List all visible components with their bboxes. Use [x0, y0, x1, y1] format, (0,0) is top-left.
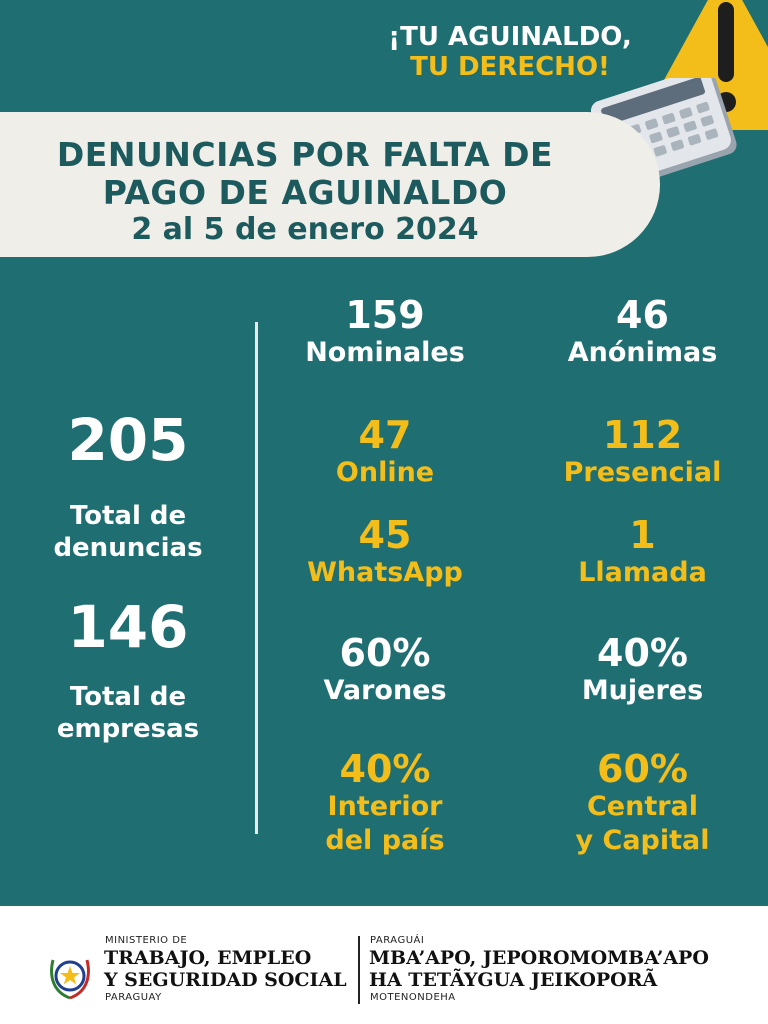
- ministerio-country: PARAGUAY: [105, 992, 162, 1003]
- stat-online: 47 Online: [270, 414, 500, 490]
- title-date: 2 al 5 de enero 2024: [131, 212, 479, 247]
- stat-label: Mujeres: [581, 675, 704, 706]
- stat-label-2: y Capital: [575, 825, 710, 856]
- stat-interior: 40% Interior del país: [270, 748, 500, 858]
- total-denuncias: 205 Total de denuncias: [0, 408, 256, 564]
- stat-value: 60%: [339, 631, 431, 675]
- stat-varones: 60% Varones: [270, 632, 500, 708]
- stat-label-1: Central: [586, 791, 699, 822]
- total-empresas-label-2: empresas: [56, 714, 200, 744]
- total-denuncias-label-1: Total de: [69, 501, 187, 531]
- column-divider: [255, 322, 258, 834]
- stat-label-2: del país: [325, 825, 445, 856]
- page-title: DENUNCIAS POR FALTA DE PAGO DE AGUINALDO…: [0, 136, 610, 248]
- slogan-line-1: ¡TU AGUINALDO,: [388, 22, 632, 52]
- stat-label: WhatsApp: [307, 557, 463, 588]
- title-band: [0, 112, 660, 257]
- stat-whatsapp: 45 WhatsApp: [270, 514, 500, 590]
- stat-central: 60% Central y Capital: [520, 748, 765, 858]
- stat-mujeres: 40% Mujeres: [520, 632, 765, 708]
- stat-label: Presencial: [563, 457, 722, 488]
- stat-label: Nominales: [305, 337, 465, 368]
- ministerio-line-2: Y SEGURIDAD SOCIAL: [104, 969, 347, 991]
- paraguay-seal-icon: [50, 959, 90, 1000]
- stat-label-1: Interior: [327, 791, 443, 822]
- stat-nominales: 159 Nominales: [270, 294, 500, 370]
- stat-value: 112: [602, 413, 683, 457]
- guarani-bottom: MOTENONDEHA: [370, 992, 456, 1003]
- stat-value: 46: [616, 293, 669, 337]
- stat-anonimas: 46 Anónimas: [520, 294, 765, 370]
- guarani-line-1: MBA’APO, JEPOROMOMBA’APO: [369, 947, 709, 969]
- stat-label: Online: [335, 457, 435, 488]
- stat-label: Varones: [323, 675, 447, 706]
- ministerio-line-1: TRABAJO, EMPLEO: [104, 947, 312, 969]
- stat-label: Llamada: [578, 557, 707, 588]
- stat-value: 60%: [597, 747, 688, 791]
- stat-value: 1: [629, 513, 656, 557]
- guarani-line-2: HA TETÃYGUA JEIKOPORÃ: [369, 969, 658, 991]
- ministerio-small: MINISTERIO DE: [105, 935, 188, 946]
- stat-presencial: 112 Presencial: [520, 414, 765, 490]
- footer: MINISTERIO DE TRABAJO, EMPLEO Y SEGURIDA…: [0, 906, 768, 1024]
- guarani-small: PARAGUÁI: [370, 935, 425, 946]
- stat-value: 45: [358, 513, 412, 557]
- stat-label: Anónimas: [567, 337, 718, 368]
- total-empresas-label-1: Total de: [69, 682, 187, 712]
- footer-divider: [358, 936, 360, 1004]
- stat-value: 47: [358, 413, 412, 457]
- stat-value: 159: [345, 293, 425, 337]
- stat-value: 40%: [339, 747, 431, 791]
- slogan: ¡TU AGUINALDO, TU DERECHO!: [380, 22, 640, 82]
- total-empresas: 146 Total de empresas: [0, 595, 256, 745]
- title-line-2: PAGO DE AGUINALDO: [102, 173, 508, 212]
- total-denuncias-value: 205: [67, 406, 189, 474]
- stat-value: 40%: [597, 631, 688, 675]
- total-empresas-value: 146: [67, 593, 189, 661]
- title-line-1: DENUNCIAS POR FALTA DE: [56, 135, 554, 174]
- slogan-line-2: TU DERECHO!: [410, 52, 610, 82]
- total-denuncias-label-2: denuncias: [53, 533, 203, 563]
- stat-llamada: 1 Llamada: [520, 514, 765, 590]
